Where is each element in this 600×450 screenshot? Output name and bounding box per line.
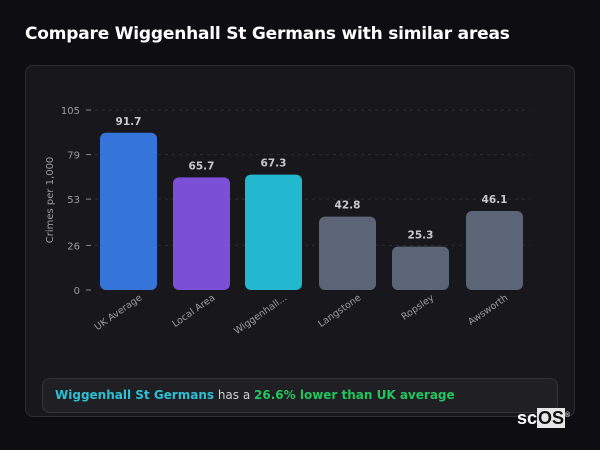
y-axis-label: Crimes per 1,000 — [45, 157, 56, 244]
x-tick-label: Local Area — [170, 292, 217, 329]
page-title: Compare Wiggenhall St Germans with simil… — [25, 24, 510, 44]
bar-uk-average — [100, 132, 157, 290]
data-label: 91.7 — [116, 116, 142, 128]
y-tick-label: 105 — [61, 106, 80, 117]
bar-wiggenhall- — [245, 174, 302, 290]
summary-place: Wiggenhall St Germans — [55, 388, 215, 402]
data-label: 42.8 — [335, 200, 361, 212]
y-tick-label: 79 — [67, 151, 80, 162]
y-tick-label: 26 — [67, 241, 80, 252]
data-label: 67.3 — [261, 158, 287, 170]
x-tick-label: Langstone — [316, 292, 363, 330]
comparison-summary: Wiggenhall St Germans has a 26.6% lower … — [42, 378, 558, 413]
bar-ropsley — [392, 246, 449, 290]
bar-local-area — [173, 177, 230, 290]
data-label: 46.1 — [482, 194, 508, 206]
x-tick-label: Wiggenhall... — [232, 292, 289, 337]
data-label: 65.7 — [189, 160, 215, 172]
x-tick-label: Awsworth — [466, 292, 510, 327]
summary-text: has a — [214, 388, 255, 402]
x-tick-label: UK Average — [93, 292, 145, 333]
x-tick-label: Ropsley — [400, 292, 437, 322]
bar-langstone — [319, 216, 376, 290]
y-tick-label: 53 — [67, 195, 80, 206]
summary-highlight: 26.6% lower than UK average — [254, 388, 455, 402]
scos-logo: scOS® — [517, 408, 571, 428]
y-tick-label: 0 — [74, 286, 80, 297]
data-label: 25.3 — [408, 230, 434, 242]
bar-awsworth — [466, 210, 523, 290]
